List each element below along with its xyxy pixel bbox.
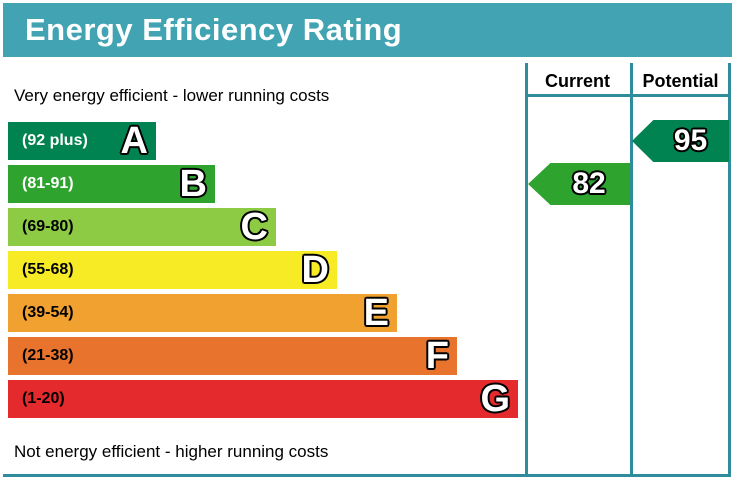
band-a: (92 plus) A	[8, 122, 156, 160]
page-title: Energy Efficiency Rating	[25, 12, 403, 47]
top-caption: Very energy efficient - lower running co…	[14, 86, 330, 105]
band-d-range-label: (55-68)	[22, 261, 74, 278]
band-d-letter: D	[301, 249, 329, 291]
band-f-range-label: (21-38)	[22, 347, 74, 364]
band-e-letter: E	[363, 292, 389, 334]
bottom-border	[3, 474, 731, 477]
title-bar: Energy Efficiency Rating	[3, 3, 732, 57]
band-c: (69-80) C	[8, 208, 276, 246]
band-e-range-label: (39-54)	[22, 304, 74, 321]
potential-column-header: Potential	[642, 71, 719, 91]
band-c-letter: C	[240, 206, 268, 248]
current-column-header: Current	[544, 71, 610, 91]
band-f-letter: F	[425, 335, 449, 377]
band-e: (39-54) E	[8, 294, 397, 332]
band-a-letter: A	[120, 120, 148, 162]
band-b-range-label: (81-91)	[22, 175, 74, 192]
potential-arrow: 95	[632, 120, 729, 162]
bottom-caption: Not energy efficient - higher running co…	[14, 442, 329, 461]
current-arrow: 82	[528, 163, 630, 205]
band-g: (1-20) G	[8, 380, 518, 418]
table-divider-middle	[630, 63, 633, 477]
current-value: 82	[572, 167, 606, 200]
band-g-range-label: (1-20)	[22, 390, 65, 407]
band-d: (55-68) D	[8, 251, 337, 289]
band-b-letter: B	[179, 163, 207, 205]
band-b: (81-91) B	[8, 165, 215, 203]
table-divider-left	[525, 63, 528, 477]
table-divider-right	[728, 63, 731, 477]
potential-value: 95	[673, 124, 708, 157]
band-a-range-label: (92 plus)	[22, 132, 88, 149]
band-g-letter: G	[480, 378, 510, 420]
rating-bands: (92 plus) A (81-91) B (69-80) C (55-68) …	[8, 122, 518, 423]
header-underline	[525, 94, 731, 97]
band-c-range-label: (69-80)	[22, 218, 74, 235]
band-f: (21-38) F	[8, 337, 457, 375]
